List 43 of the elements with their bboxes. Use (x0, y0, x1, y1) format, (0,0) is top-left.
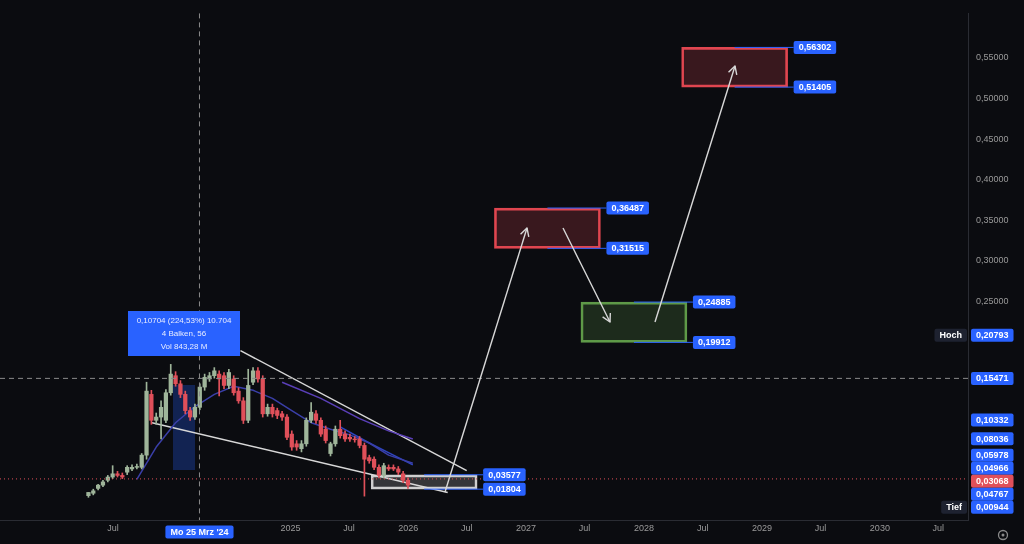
annotation: 0,08036 (975, 433, 1009, 444)
annotation: 0,36487 (611, 203, 644, 214)
annotation: 0,10704 (224,53%) 10.704 (136, 315, 232, 325)
text: 0,04767 (975, 489, 1009, 500)
x-tick-label: Jul (578, 522, 591, 533)
y-tick-label: 0,25000 (976, 295, 1009, 306)
x-tick-label: 2026 (398, 522, 419, 533)
annotation: 0,31515 (611, 243, 644, 254)
annotation: Tief (946, 502, 963, 513)
annotation: 0,56302 (798, 42, 832, 53)
annotation: 0,24885 (697, 297, 731, 308)
ref-line-label: 0,03068 (975, 476, 1009, 487)
x-tick-label: Jul (343, 522, 355, 533)
annotation: 0,03577 (488, 469, 521, 480)
x-tick-label: 2025 (280, 522, 301, 533)
annotation: 0,20793 (975, 330, 1009, 341)
x-tick-label: 2028 (633, 522, 654, 533)
annotation: 0,01804 (488, 484, 521, 495)
y-tick-label: 0,50000 (976, 92, 1009, 103)
x-tick-label: 2027 (516, 522, 537, 533)
x-tick-label: Jul (107, 522, 119, 533)
annotation: 0,05978 (975, 450, 1009, 461)
x-tick-label: Jul (932, 522, 945, 533)
x-tick-label: Jul (696, 522, 709, 533)
y-tick-label: 0,35000 (976, 214, 1009, 225)
y-tick-label: 0,30000 (976, 255, 1009, 266)
annotation: 0,51405 (798, 82, 832, 93)
annotation: Hoch (939, 330, 962, 341)
x-tick-label: Jul (814, 522, 827, 533)
x-tick-label: 2029 (752, 522, 773, 533)
text: 0,00944 (975, 502, 1009, 513)
annotation: Vol 843,28 M (160, 341, 208, 351)
y-tick-label: 0,45000 (976, 133, 1009, 144)
text: 0,04966 (975, 463, 1009, 474)
annotation: 0,10332 (975, 415, 1009, 426)
x-tick-label: Jul (460, 522, 473, 533)
ref-line-label: Mo 25 Mrz '24 (170, 526, 229, 537)
annotation: 4 Balken, 56 (161, 328, 207, 338)
x-tick-label: 2030 (869, 522, 890, 533)
y-tick-label: 0,55000 (976, 52, 1009, 63)
annotation: 0,19912 (697, 337, 731, 348)
y-tick-label: 0,40000 (976, 174, 1009, 185)
ref-line-label: 0,15471 (975, 373, 1009, 384)
